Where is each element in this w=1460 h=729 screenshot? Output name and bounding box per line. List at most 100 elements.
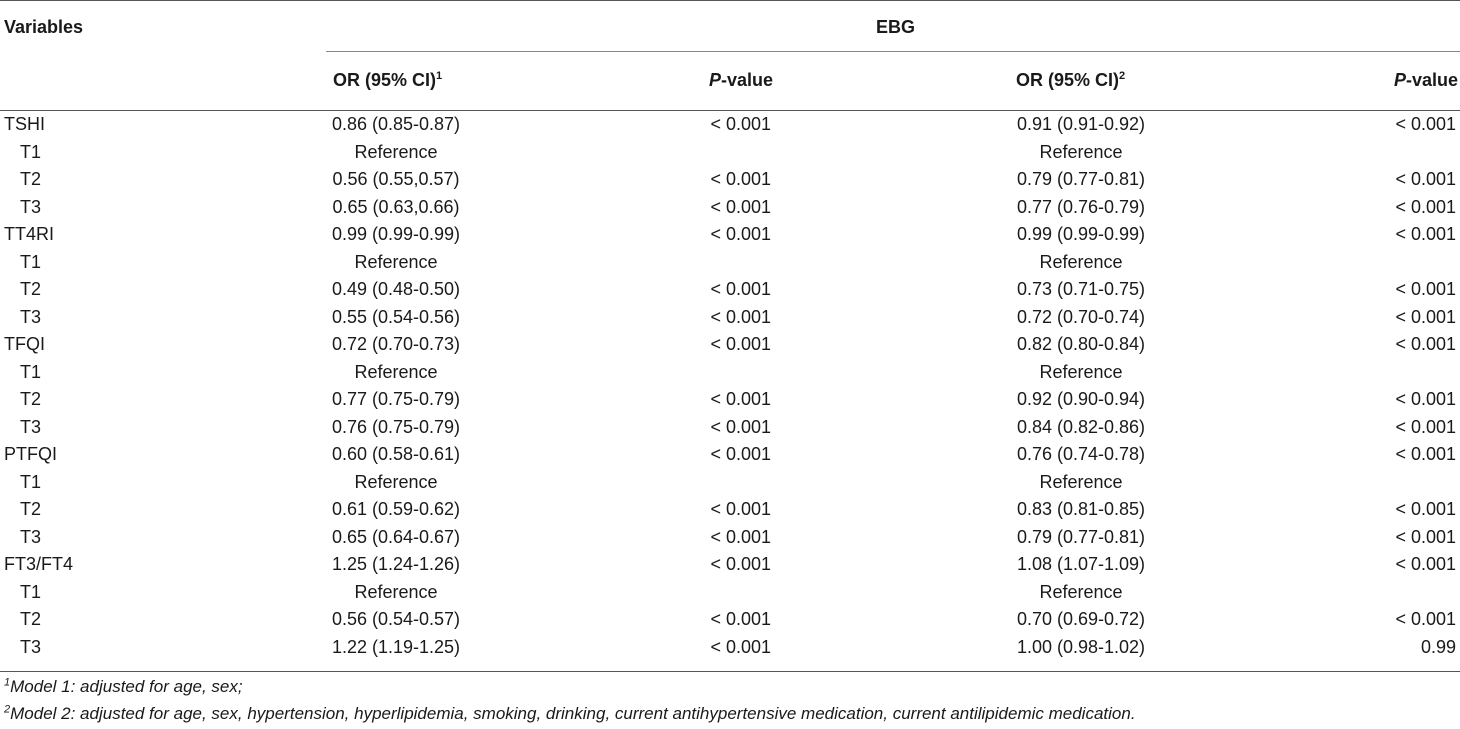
cell-or-model2: Reference <box>1039 251 1123 272</box>
cell-variable: T2 <box>20 169 42 189</box>
cell-variable: T2 <box>20 499 42 519</box>
cell-variable: T2 <box>20 389 42 409</box>
footnote-1-marker: 1 <box>4 676 11 689</box>
cell-pvalue-model1: < 0.001 <box>710 224 771 244</box>
footnote-2: 2Model 2: adjusted for age, sex, hyperte… <box>4 704 1136 724</box>
cell-variable: TFQI <box>4 334 45 354</box>
cell-or-model2: 0.77 (0.76-0.79) <box>1016 196 1146 217</box>
cell-pvalue-model1: < 0.001 <box>710 554 771 574</box>
cell-pvalue-model2: < 0.001 <box>1395 196 1456 217</box>
cell-variable: T1 <box>20 471 42 492</box>
cell-pvalue-model2: < 0.001 <box>1395 526 1456 547</box>
cell-pvalue-model2: < 0.001 <box>1395 554 1456 574</box>
cell-or-model2: 0.70 (0.69-0.72) <box>1016 609 1146 629</box>
table-row: T3 0.76 (0.75-0.79) < 0.001 0.84 (0.82-0.86… <box>0 414 1460 442</box>
cell-or-model1: Reference <box>354 471 438 492</box>
cell-or-model2: 0.84 (0.82-0.86) <box>1016 416 1146 437</box>
table-row: T2 0.77 (0.75-0.79) < 0.001 0.92 (0.90-0.94… <box>0 386 1460 414</box>
cell-pvalue-model1: < 0.001 <box>710 196 771 217</box>
footnote-2-text: Model 2: adjusted for age, sex, hyperten… <box>10 704 1136 723</box>
cell-variable: T3 <box>20 306 42 327</box>
cell-pvalue-model2: < 0.001 <box>1395 609 1456 629</box>
cell-pvalue-model2: < 0.001 <box>1395 114 1456 134</box>
table-row: TT4RI 0.99 (0.99-0.99) < 0.001 0.99 (0.99-0… <box>0 221 1460 249</box>
header-p-italic: P <box>1393 70 1406 90</box>
cell-variable: T3 <box>20 196 42 217</box>
footnote-1-text: Model 1: adjusted for age, sex; <box>10 677 243 696</box>
table-row: T1 Reference Reference <box>0 139 1460 167</box>
cell-or-model2: 0.79 (0.77-0.81) <box>1016 169 1146 189</box>
table-row: PTFQI 0.60 (0.58-0.61) < 0.001 0.76 (0.74-0… <box>0 441 1460 469</box>
cell-or-model1: 0.99 (0.99-0.99) <box>331 224 461 244</box>
cell-variable: TSHI <box>4 114 46 134</box>
header-or-model2: OR (95% CI)2 <box>1016 70 1125 90</box>
table-body: TSHI 0.86 (0.85-0.87) < 0.001 0.91 (0.91-0.… <box>0 111 1460 661</box>
cell-pvalue-model1: < 0.001 <box>710 609 771 629</box>
cell-or-model1: 0.65 (0.64-0.67) <box>331 526 461 547</box>
header-or-label: OR (95% CI) <box>333 70 437 90</box>
table-row: T1 Reference Reference <box>0 469 1460 497</box>
cell-variable: T3 <box>20 526 42 547</box>
cell-pvalue-model1: < 0.001 <box>710 389 771 409</box>
header-or-sup-1: 1 <box>436 70 443 82</box>
header-or-model1: OR (95% CI)1 <box>333 70 442 90</box>
cell-variable: PTFQI <box>4 444 57 464</box>
cell-or-model1: 0.72 (0.70-0.73) <box>331 334 461 354</box>
table-row: T2 0.49 (0.48-0.50) < 0.001 0.73 (0.71-0.75… <box>0 276 1460 304</box>
cell-variable: T3 <box>20 416 42 437</box>
cell-or-model2: 1.08 (1.07-1.09) <box>1016 554 1146 574</box>
cell-or-model1: Reference <box>354 251 438 272</box>
table-row: TFQI 0.72 (0.70-0.73) < 0.001 0.82 (0.80-0.… <box>0 331 1460 359</box>
header-pvalue-model1: P-value <box>709 70 773 90</box>
cell-variable: T1 <box>20 141 42 162</box>
cell-pvalue-model2: < 0.001 <box>1395 416 1456 437</box>
cell-pvalue-model1: < 0.001 <box>710 499 771 519</box>
cell-pvalue-model1: < 0.001 <box>710 279 771 299</box>
table-row: T1 Reference Reference <box>0 579 1460 607</box>
table-row: FT3/FT4 1.25 (1.24-1.26) < 0.001 1.08 (1.07… <box>0 551 1460 579</box>
table-row: T3 0.65 (0.64-0.67) < 0.001 0.79 (0.77-0.81… <box>0 524 1460 552</box>
table-row: T2 0.61 (0.59-0.62) < 0.001 0.83 (0.81-0.85… <box>0 496 1460 524</box>
cell-or-model1: 1.22 (1.19-1.25) <box>331 636 461 657</box>
header-p-rest: -value <box>720 70 773 90</box>
cell-pvalue-model2: < 0.001 <box>1395 306 1456 327</box>
cell-or-model2: 0.79 (0.77-0.81) <box>1016 526 1146 547</box>
group-span-rule <box>326 51 1460 52</box>
cell-or-model2: Reference <box>1039 581 1123 602</box>
cell-variable: T1 <box>20 251 42 272</box>
cell-pvalue-model2: < 0.001 <box>1395 389 1456 409</box>
cell-or-model2: 0.91 (0.91-0.92) <box>1016 114 1146 134</box>
cell-or-model1: 0.60 (0.58-0.61) <box>331 444 461 464</box>
cell-variable: T1 <box>20 581 42 602</box>
table-row: T3 0.65 (0.63,0.66) < 0.001 0.77 (0.76-0.79… <box>0 194 1460 222</box>
cell-or-model1: 0.77 (0.75-0.79) <box>331 389 461 409</box>
cell-variable: T2 <box>20 279 42 299</box>
cell-or-model2: 0.92 (0.90-0.94) <box>1016 389 1146 409</box>
table-top-rule <box>0 0 1460 1</box>
cell-variable: T2 <box>20 609 42 629</box>
cell-pvalue-model2: < 0.001 <box>1395 444 1456 464</box>
cell-or-model2: 0.76 (0.74-0.78) <box>1016 444 1146 464</box>
cell-pvalue-model1: < 0.001 <box>710 334 771 354</box>
cell-or-model1: 0.49 (0.48-0.50) <box>331 279 461 299</box>
cell-pvalue-model1: < 0.001 <box>710 416 771 437</box>
cell-variable: T1 <box>20 361 42 382</box>
header-pvalue-model2: P-value <box>1394 70 1458 90</box>
cell-or-model1: Reference <box>354 361 438 382</box>
cell-or-model1: Reference <box>354 581 438 602</box>
footnote-1: 1Model 1: adjusted for age, sex; <box>4 677 243 697</box>
cell-pvalue-model1: < 0.001 <box>710 526 771 547</box>
cell-pvalue-model1: < 0.001 <box>710 444 771 464</box>
cell-or-model1: 0.55 (0.54-0.56) <box>331 306 461 327</box>
cell-or-model2: Reference <box>1039 361 1123 382</box>
table-row: T1 Reference Reference <box>0 249 1460 277</box>
table-row: TSHI 0.86 (0.85-0.87) < 0.001 0.91 (0.91-0.… <box>0 111 1460 139</box>
table-row: T2 0.56 (0.54-0.57) < 0.001 0.70 (0.69-0.72… <box>0 606 1460 634</box>
footnote-2-marker: 2 <box>4 703 11 716</box>
cell-or-model2: 0.99 (0.99-0.99) <box>1016 224 1146 244</box>
header-p-rest: -value <box>1405 70 1458 90</box>
table-row: T2 0.56 (0.55,0.57) < 0.001 0.79 (0.77-0.81… <box>0 166 1460 194</box>
cell-or-model1: 0.61 (0.59-0.62) <box>331 499 461 519</box>
header-bottom-rule <box>0 110 1460 111</box>
cell-or-model1: 0.65 (0.63,0.66) <box>332 196 460 217</box>
